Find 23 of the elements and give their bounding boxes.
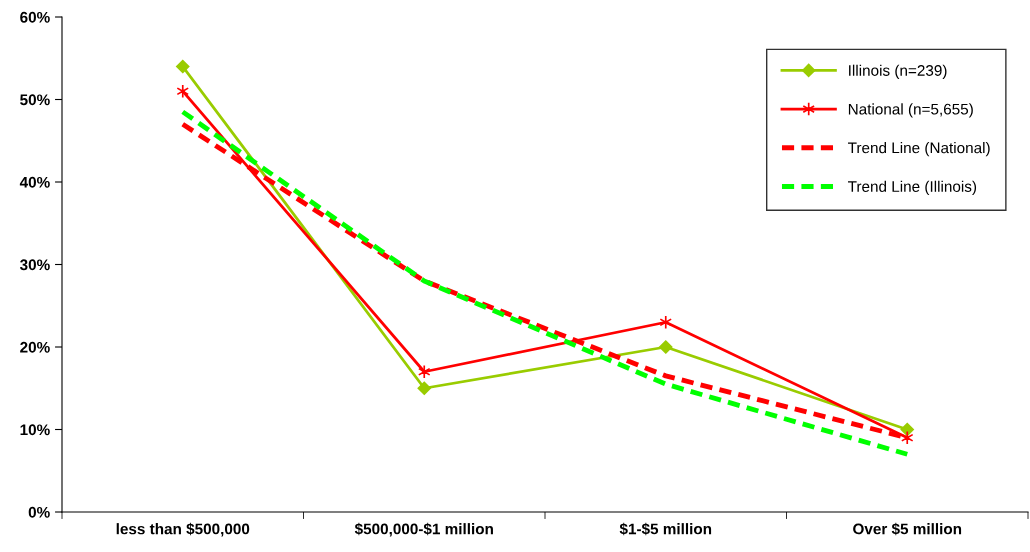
y-tick-label: 30% [19, 259, 50, 271]
point [901, 430, 914, 445]
point [417, 381, 431, 395]
point [176, 59, 190, 74]
x-tick-label: $500,000-$1 million [354, 522, 493, 537]
legend-label: Trend Line (Illinois) [848, 180, 977, 195]
y-tick-label: 10% [20, 424, 50, 436]
point [900, 422, 914, 437]
x-tick-label: Over $5 million [853, 522, 962, 536]
y-tick-label: 40% [19, 176, 50, 188]
x-tick-label: less than $500,000 [116, 522, 250, 537]
y-tick-label: 20% [20, 341, 50, 353]
point [176, 84, 189, 99]
point [659, 340, 673, 354]
legend-label: Illinois (n=239) [849, 64, 947, 79]
y-tick-label: 0% [28, 506, 50, 518]
legend-label: National (n=5,655) [848, 103, 973, 118]
point [659, 315, 672, 330]
y-tick-label: 50% [20, 94, 50, 106]
point [418, 364, 431, 379]
legend-label: Trend Line (National) [848, 142, 990, 157]
y-tick-label: 60% [20, 11, 50, 23]
x-tick-label: $1-$5 million [619, 522, 712, 536]
